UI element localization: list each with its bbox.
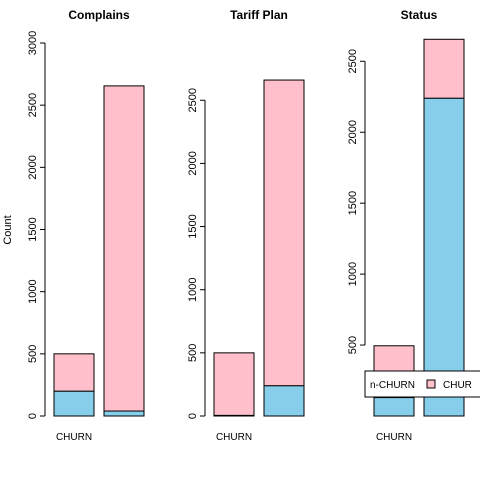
bar-segment: [103, 85, 145, 412]
y-tick-label: 1500: [187, 214, 199, 238]
category-label: CHURN: [376, 432, 412, 443]
legend-label-non-churn: n-CHURN: [370, 380, 415, 391]
y-tick-label: 3000: [27, 31, 39, 55]
y-tick-label: 2500: [347, 49, 359, 73]
y-tick-label: 500: [27, 345, 39, 363]
panel-title: Tariff Plan: [230, 8, 288, 22]
y-tick-label: 1000: [27, 279, 39, 303]
bar-segment: [53, 390, 95, 417]
y-tick-label: 2000: [347, 120, 359, 144]
bar-segment: [263, 385, 305, 417]
legend-swatch-churn: [426, 379, 436, 389]
bar-segment: [423, 38, 465, 99]
category-label: CHURN: [216, 432, 252, 443]
panel-tariff-plan: Tariff Plan 0 500 1000 1500 2000 2500 CHURN: [187, 8, 305, 443]
panel-status: Status 500 1000 1500 2000 2500 CHURN n-CHURN…: [347, 8, 480, 443]
y-tick-label: 1500: [27, 217, 39, 241]
y-tick-label: 2000: [187, 151, 199, 175]
category-label: CHURN: [56, 432, 92, 443]
panel-title: Complains: [68, 8, 130, 22]
y-tick-label: 2500: [187, 88, 199, 112]
y-tick-label: 1000: [187, 277, 199, 301]
y-tick-label: 500: [347, 336, 359, 354]
y-axis-title: Count: [2, 215, 14, 244]
legend: n-CHURN CHUR: [364, 370, 480, 398]
bar-segment: [213, 352, 255, 416]
y-tick-label: 2000: [27, 155, 39, 179]
bar-segment: [373, 397, 415, 417]
panel-title: Status: [401, 8, 438, 22]
y-axis: 500 1000 1500 2000 2500: [347, 49, 366, 354]
bar-segment: [263, 79, 305, 387]
panel-complains: Complains 0 500 1000 1500 2000 2500 3000 CHURN: [27, 8, 145, 443]
y-tick-label: 500: [187, 344, 199, 362]
legend-label-churn: CHUR: [443, 380, 472, 391]
legend-box: [364, 370, 480, 398]
y-tick-label: 1000: [347, 262, 359, 286]
bar-segment: [103, 410, 145, 417]
y-axis: 0 500 1000 1500 2000 2500 3000: [27, 31, 46, 419]
y-tick-label: 0: [187, 413, 199, 419]
y-tick-label: 1500: [347, 191, 359, 215]
y-axis: 0 500 1000 1500 2000 2500: [187, 88, 206, 419]
bar-segment: [423, 97, 465, 417]
y-tick-label: 0: [27, 413, 39, 419]
y-tick-label: 2500: [27, 93, 39, 117]
bar-segment: [53, 353, 95, 392]
